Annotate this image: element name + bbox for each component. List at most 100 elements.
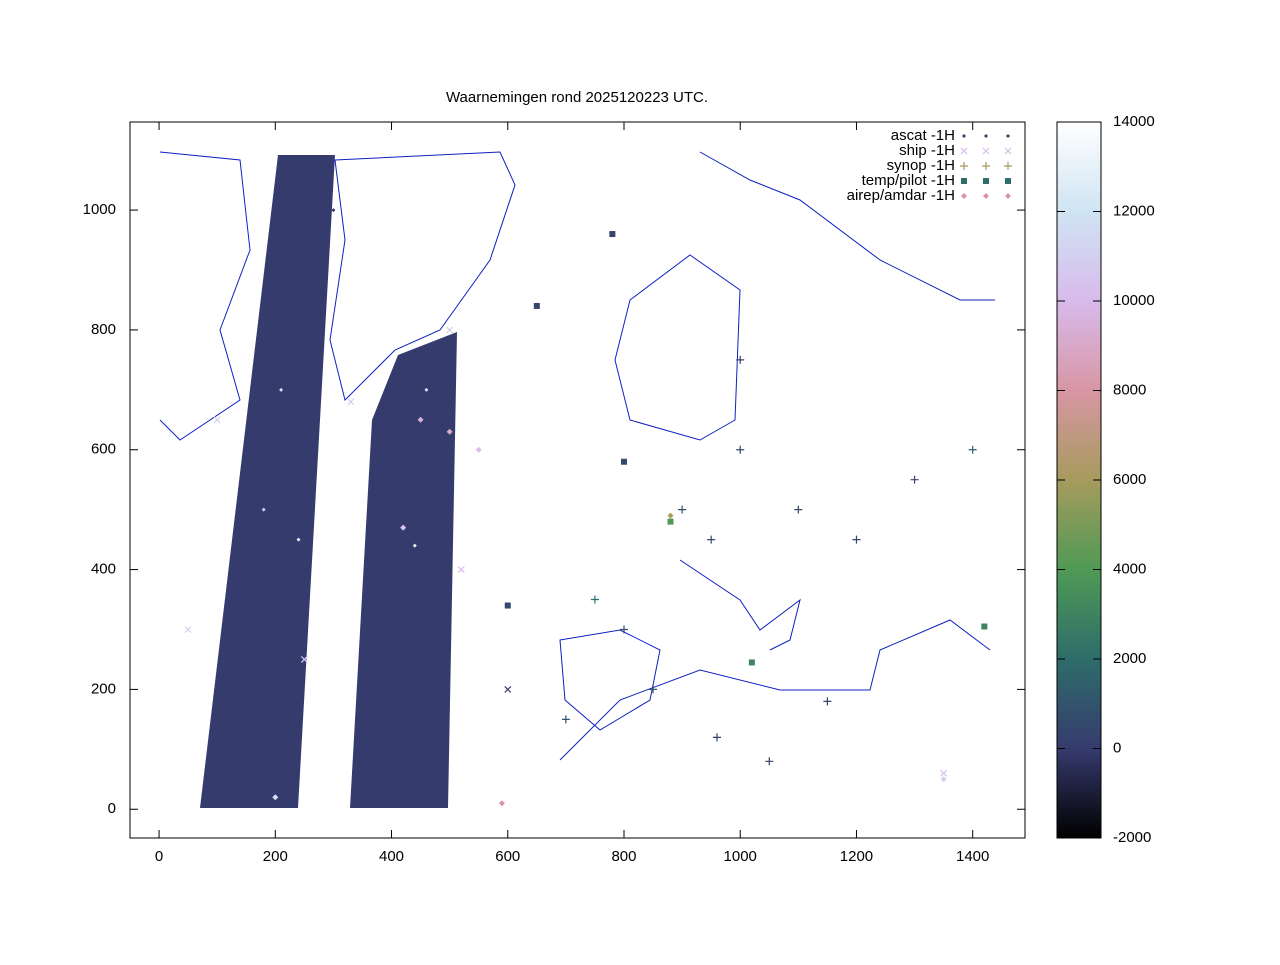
point <box>981 623 988 630</box>
marker-shape <box>457 566 465 573</box>
marker-shape <box>609 231 616 238</box>
point <box>982 147 990 155</box>
coastline <box>679 559 801 651</box>
marker-shape <box>504 602 511 609</box>
marker-shape <box>446 428 453 435</box>
y-tick-label: 400 <box>91 561 116 578</box>
legend-label: ascat -1H <box>891 127 955 144</box>
colorbar-tick-label: 8000 <box>1113 381 1146 398</box>
marker-shape <box>504 685 512 693</box>
point <box>1005 193 1011 199</box>
point <box>736 355 745 364</box>
marker-shape <box>1004 147 1012 155</box>
y-tick-label: 200 <box>91 680 116 697</box>
legend-label: ship -1H <box>899 142 955 159</box>
coastline <box>329 151 516 401</box>
point <box>302 327 307 332</box>
colorbar-tick-label: 0 <box>1113 739 1121 756</box>
marker-shape <box>1004 162 1012 170</box>
marker-shape <box>273 627 278 632</box>
marker-shape <box>244 747 249 752</box>
coastline <box>559 629 661 731</box>
point <box>968 445 977 454</box>
point <box>765 757 774 766</box>
marker-shape <box>984 134 988 138</box>
point <box>961 193 967 199</box>
colorbar-tick-label: 6000 <box>1113 471 1146 488</box>
x-tick-label: 400 <box>379 848 404 865</box>
marker-shape <box>590 595 599 604</box>
y-tick-label: 0 <box>108 800 116 817</box>
coastline <box>699 151 995 301</box>
marker-shape <box>400 524 407 531</box>
marker-shape <box>940 769 948 777</box>
swath-area <box>350 332 457 808</box>
point <box>609 231 616 238</box>
point <box>619 625 628 634</box>
marker-shape <box>475 446 482 453</box>
colorbar-tick-label: 2000 <box>1113 650 1146 667</box>
point <box>417 416 424 423</box>
marker-shape <box>1005 193 1011 199</box>
marker-shape <box>296 537 301 542</box>
point <box>748 659 755 666</box>
plot-frame <box>129 121 1026 839</box>
point <box>296 537 301 542</box>
point <box>620 458 627 465</box>
point <box>244 747 249 752</box>
marker-shape <box>389 747 394 752</box>
marker-shape <box>331 208 336 213</box>
x-tick-label: 0 <box>155 848 163 865</box>
point <box>446 326 454 334</box>
marker-shape <box>961 193 967 199</box>
coastline <box>159 151 251 441</box>
x-tick-label: 1200 <box>840 848 873 865</box>
point <box>984 134 988 138</box>
point <box>794 505 803 514</box>
point <box>418 447 423 452</box>
marker-shape <box>707 535 716 544</box>
x-tick-label: 800 <box>611 848 636 865</box>
marker-shape <box>736 445 745 454</box>
point <box>962 134 966 138</box>
marker-shape <box>561 715 570 724</box>
point <box>533 302 540 309</box>
point <box>424 387 429 392</box>
point <box>457 566 465 573</box>
point <box>823 697 832 706</box>
marker-shape <box>649 685 658 694</box>
marker-shape <box>424 387 429 392</box>
point <box>983 193 989 199</box>
point <box>273 627 278 632</box>
marker-shape <box>498 800 505 807</box>
point <box>983 178 989 184</box>
marker-shape <box>968 445 977 454</box>
marker-shape <box>983 193 989 199</box>
marker-shape <box>748 659 755 666</box>
marker-shape <box>1006 134 1010 138</box>
marker-shape <box>302 327 307 332</box>
point <box>400 524 407 531</box>
point <box>290 447 295 452</box>
marker-shape <box>533 302 540 309</box>
marker-shape <box>1005 178 1011 184</box>
marker-shape <box>678 505 687 514</box>
marker-shape <box>794 505 803 514</box>
marker-shape <box>961 178 967 184</box>
marker-shape <box>417 416 424 423</box>
point <box>712 733 721 742</box>
marker-shape <box>279 387 284 392</box>
point <box>279 387 284 392</box>
point <box>961 178 967 184</box>
marker-shape <box>383 477 388 482</box>
chart-title: Waarnemingen rond 2025120223 UTC. <box>446 89 708 106</box>
point <box>383 477 388 482</box>
point <box>498 800 505 807</box>
point <box>940 769 948 777</box>
swath-area <box>200 155 335 808</box>
y-tick-label: 600 <box>91 441 116 458</box>
marker-shape <box>981 623 988 630</box>
marker-shape <box>272 794 279 801</box>
